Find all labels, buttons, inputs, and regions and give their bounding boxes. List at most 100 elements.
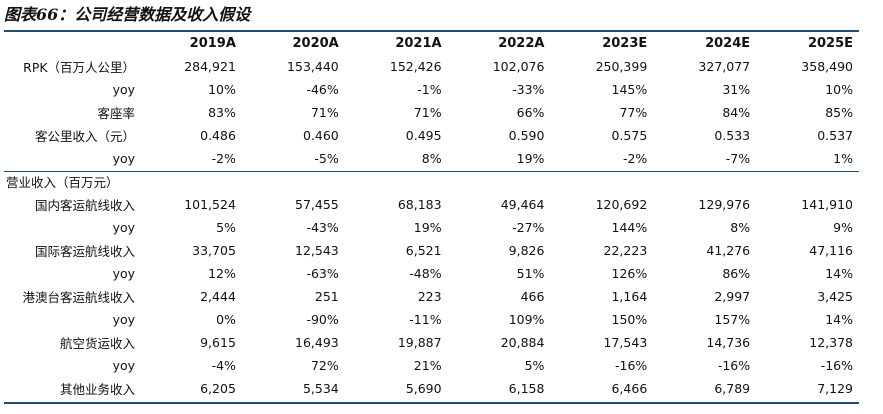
- table-cell: 20,884: [500, 335, 545, 350]
- table-row: 客公里收入（元） 0.486 0.460 0.495 0.590 0.575 0.533 0.…: [4, 124, 859, 147]
- header-cell: 2023E: [602, 36, 648, 51]
- table-cell: 57,455: [295, 197, 339, 212]
- table-cell: 12%: [208, 266, 236, 281]
- table-cell: -43%: [306, 220, 339, 235]
- table-header-row: 2019A 2020A 2021A 2022A 2023E 2024E 2025…: [4, 32, 859, 55]
- row-label: 客座率: [97, 106, 136, 121]
- table-row: RPK（百万人公里） 284,921 153,440 152,426 102,076 25…: [4, 55, 859, 78]
- bottom-rule: [4, 402, 859, 404]
- row-label: yoy: [112, 220, 136, 235]
- table-cell: 1,164: [611, 289, 648, 304]
- table-cell: 5%: [216, 220, 236, 235]
- table-cell: 6,521: [405, 243, 442, 258]
- row-label: 国内客运航线收入: [35, 198, 136, 213]
- row-label: yoy: [112, 82, 136, 97]
- table-cell: 5,690: [405, 381, 442, 396]
- table-cell: 14,736: [706, 335, 751, 350]
- table-cell: 101,524: [184, 197, 236, 212]
- section-label: 营业收入（百万元）: [6, 175, 119, 190]
- table-cell: 126%: [611, 266, 648, 281]
- table-row: yoy 12% -63% -48% 51% 126% 86% 14%: [4, 262, 859, 285]
- table-cell: -90%: [306, 312, 339, 327]
- row-label: 客公里收入（元）: [35, 129, 136, 144]
- table-cell: -11%: [409, 312, 442, 327]
- table-cell: 9%: [833, 220, 853, 235]
- table-cell: 14%: [825, 266, 853, 281]
- header-cell: [4, 32, 139, 55]
- table-cell: 5%: [524, 358, 545, 373]
- table-cell: -48%: [409, 266, 442, 281]
- table-cell: 6,789: [714, 381, 751, 396]
- row-label: yoy: [112, 151, 136, 166]
- table-cell: 0.460: [302, 128, 339, 143]
- table-cell: 0.575: [611, 128, 648, 143]
- table-cell: 3,425: [817, 289, 853, 304]
- table-cell: 152,426: [389, 59, 442, 74]
- table-cell: 6,158: [508, 381, 545, 396]
- table-cell: 6,466: [611, 381, 648, 396]
- table-cell: 0%: [216, 312, 236, 327]
- table-cell: 47,116: [809, 243, 853, 258]
- table-cell: 8%: [730, 220, 751, 235]
- table-cell: 2,444: [200, 289, 236, 304]
- row-label: 航空货运收入: [60, 336, 136, 351]
- table-cell: 77%: [619, 105, 648, 120]
- table-row: 国际客运航线收入 33,705 12,543 6,521 9,826 22,223 41,2…: [4, 239, 859, 262]
- table-cell: -1%: [417, 82, 442, 97]
- table-cell: 9,826: [508, 243, 545, 258]
- table-row: 国内客运航线收入 101,524 57,455 68,183 49,464 120,692…: [4, 193, 859, 216]
- table-cell: -46%: [306, 82, 339, 97]
- section-divider: [4, 171, 859, 172]
- table-cell: 31%: [722, 82, 751, 97]
- table-cell: -16%: [820, 358, 853, 373]
- header-cell: 2021A: [395, 36, 442, 51]
- row-label: 其他业务收入: [60, 382, 136, 397]
- table-cell: 250,399: [595, 59, 648, 74]
- table-row: yoy -2% -5% 8% 19% -2% -7% 1%: [4, 147, 859, 170]
- table-cell: 19%: [413, 220, 442, 235]
- table-cell: 41,276: [706, 243, 751, 258]
- table-cell: 0.590: [508, 128, 545, 143]
- table-cell: 49,464: [500, 197, 545, 212]
- table-cell: -2%: [211, 151, 236, 166]
- table-cell: 83%: [208, 105, 236, 120]
- table-cell: 150%: [611, 312, 648, 327]
- table-cell: 153,440: [287, 59, 339, 74]
- row-label: yoy: [112, 312, 136, 327]
- table-cell: 466: [520, 289, 545, 304]
- table-cell: 12,378: [809, 335, 853, 350]
- table-cell: 2,997: [714, 289, 751, 304]
- row-label: RPK（百万人公里）: [23, 60, 136, 75]
- table-row: 港澳台客运航线收入 2,444 251 223 466 1,164 2,997 3,425: [4, 285, 859, 308]
- table-cell: 6,205: [200, 381, 236, 396]
- row-label: yoy: [112, 266, 136, 281]
- table-cell: -4%: [211, 358, 236, 373]
- table-cell: -2%: [622, 151, 648, 166]
- table-cell: 5,534: [302, 381, 339, 396]
- table-cell: -16%: [717, 358, 751, 373]
- table-cell: 17,543: [603, 335, 648, 350]
- header-cell: 2025E: [807, 36, 853, 51]
- table-cell: 72%: [310, 358, 339, 373]
- table-cell: 10%: [825, 82, 853, 97]
- table-cell: 0.495: [405, 128, 442, 143]
- table-cell: 51%: [516, 266, 545, 281]
- table-cell: 14%: [825, 312, 853, 327]
- table-cell: 284,921: [184, 59, 236, 74]
- row-label: 国际客运航线收入: [35, 244, 136, 259]
- operating-data-table: 2019A 2020A 2021A 2022A 2023E 2024E 2025…: [4, 32, 859, 400]
- section-row: 营业收入（百万元）: [4, 170, 859, 193]
- table-cell: 68,183: [397, 197, 442, 212]
- table-cell: -33%: [512, 82, 545, 97]
- table-cell: 71%: [310, 105, 339, 120]
- header-cell: 2022A: [498, 36, 545, 51]
- table-cell: -5%: [314, 151, 339, 166]
- table-cell: 71%: [413, 105, 442, 120]
- table-row: yoy 10% -46% -1% -33% 145% 31% 10%: [4, 78, 859, 101]
- header-cell: 2020A: [292, 36, 339, 51]
- table-row: yoy 5% -43% 19% -27% 144% 8% 9%: [4, 216, 859, 239]
- table-row: 航空货运收入 9,615 16,493 19,887 20,884 17,543 14,73…: [4, 331, 859, 354]
- table-cell: 102,076: [492, 59, 545, 74]
- table-cell: 19%: [516, 151, 545, 166]
- table-cell: -63%: [306, 266, 339, 281]
